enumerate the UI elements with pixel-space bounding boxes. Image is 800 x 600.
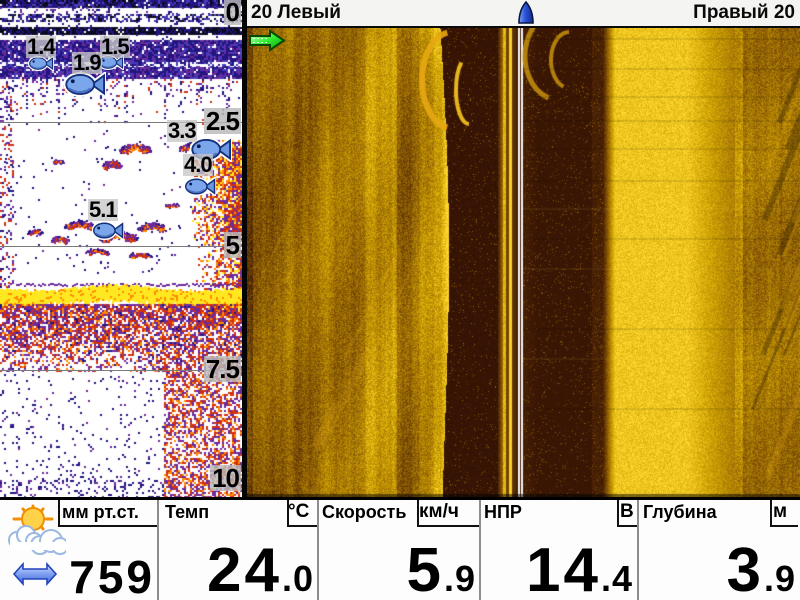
- panel-divider: [242, 0, 247, 497]
- sonar-echo-canvas: [0, 0, 242, 497]
- fish-icon: [91, 219, 125, 242]
- left-range-label: 20 Левый: [251, 2, 341, 23]
- dash-tick: [417, 500, 419, 525]
- dash-divider: [479, 500, 481, 600]
- dash-tick: [58, 500, 60, 525]
- right-arrow-icon: [249, 29, 286, 52]
- weather-partly-cloudy-icon: [8, 504, 66, 555]
- temperature-unit: °C: [288, 501, 310, 522]
- depth-scale-label: 7.5: [203, 354, 241, 384]
- dash-divider: [637, 500, 639, 600]
- side-imaging-panel: 20 Левый Правый 20: [242, 0, 800, 497]
- fish-marker: [63, 69, 107, 102]
- dash-underline: [417, 525, 479, 527]
- fish-depth-label: 1.9: [72, 50, 102, 75]
- temperature-label: Темп: [165, 502, 210, 522]
- voltage-value: 14.4: [526, 536, 633, 600]
- dash-underline: [287, 525, 317, 527]
- depth-gridline: [0, 370, 242, 371]
- pressure-value: 759: [69, 550, 155, 600]
- dash-tick: [287, 500, 289, 525]
- voltage-label: НПР: [484, 502, 522, 522]
- depth-scale-label: 0: [223, 0, 241, 27]
- pressure-unit-label: мм рт.ст.: [62, 502, 139, 522]
- fish-marker: [27, 54, 55, 76]
- fish-depth-label: 5.1: [88, 197, 118, 222]
- side-imaging-range-bar: 20 Левый Правый 20: [247, 0, 800, 26]
- range-bar-underline: [242, 26, 800, 28]
- dash-underline: [770, 525, 798, 527]
- speed-label: Скорость: [322, 502, 407, 522]
- temperature-value: 24.0: [207, 536, 314, 600]
- depth-value: 3.9: [726, 536, 796, 600]
- dash-divider: [157, 500, 159, 600]
- dash-tick: [770, 500, 772, 525]
- side-imaging-canvas: [247, 28, 800, 497]
- fish-depth-label: 1.5: [100, 34, 130, 59]
- dash-tick: [617, 500, 619, 525]
- depth-scale-label: 2.5: [203, 106, 241, 136]
- dash-underline: [617, 525, 637, 527]
- fish-icon: [183, 175, 217, 198]
- sonar-panel: 0 2.5 5 7.5 10 1.4 1.9 1.5 3.3 4.0 5.1: [0, 0, 242, 497]
- right-range-label: Правый 20: [693, 2, 795, 23]
- speed-unit: км/ч: [419, 501, 459, 522]
- voltage-unit: В: [620, 501, 634, 522]
- instrument-dashboard: мм рт.ст. 759 Темп °C 24.0 Скорость км/ч…: [0, 497, 800, 600]
- depth-unit: м: [773, 501, 788, 522]
- dash-underline: [58, 525, 157, 527]
- depth-label: Глубина: [643, 502, 717, 522]
- fish-depth-label: 4.0: [183, 152, 213, 177]
- left-right-arrow-icon: [12, 562, 58, 586]
- dash-divider: [317, 500, 319, 600]
- depth-scale-label: 5: [223, 230, 241, 260]
- fish-depth-label: 1.4: [26, 34, 56, 59]
- depth-scale-label: 10: [210, 463, 241, 493]
- depth-gridline: [0, 122, 242, 123]
- speed-value: 5.9: [406, 536, 476, 600]
- depth-gridline: [0, 246, 242, 247]
- fish-icon: [63, 69, 107, 100]
- fish-marker: [183, 175, 217, 201]
- boat-icon: [518, 1, 534, 24]
- fish-depth-label: 3.3: [167, 118, 197, 143]
- fish-marker: [91, 219, 125, 245]
